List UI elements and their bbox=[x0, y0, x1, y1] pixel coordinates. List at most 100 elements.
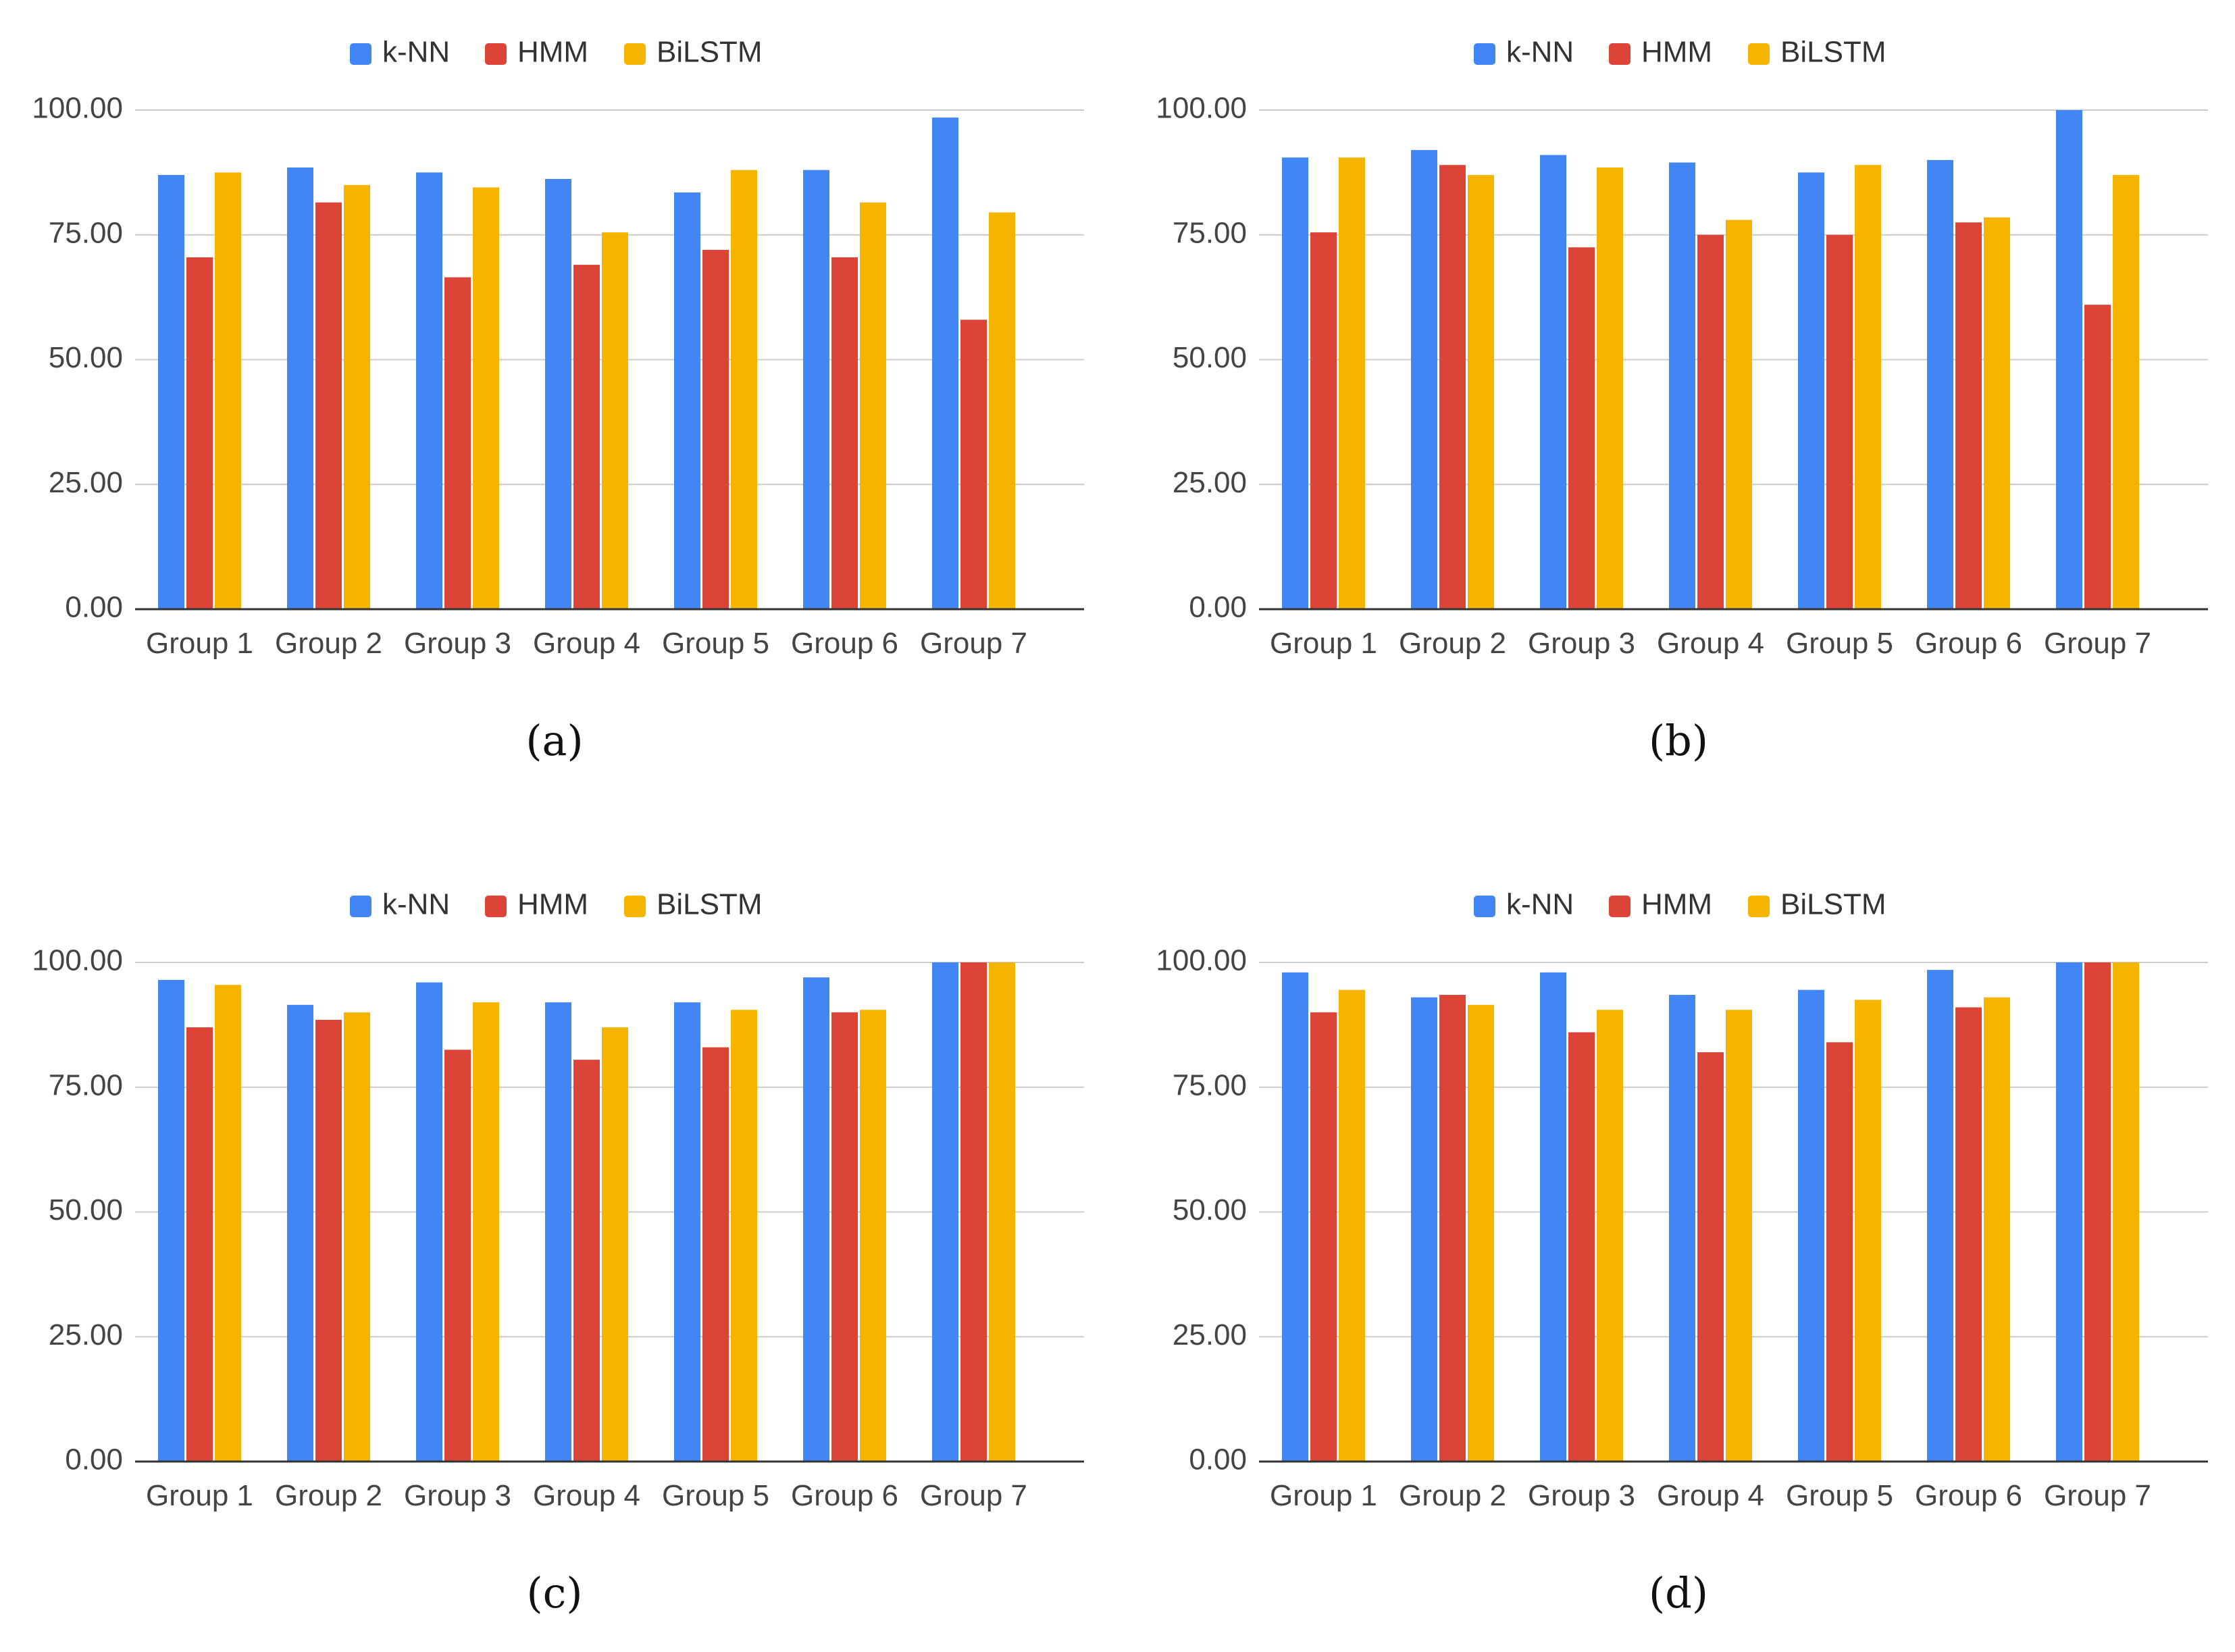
bar-hmm-group-6 bbox=[1955, 222, 1982, 609]
x-tick-label: Group 3 bbox=[1528, 627, 1635, 660]
bar-hmm-group-2 bbox=[1439, 995, 1466, 1462]
legend-label: HMM bbox=[1641, 36, 1712, 69]
bar-hmm-group-1 bbox=[1310, 232, 1337, 609]
legend-swatch-knn bbox=[1474, 896, 1495, 917]
bar-knn-group-5 bbox=[674, 192, 700, 609]
x-tick-label: Group 5 bbox=[662, 627, 769, 660]
bar-knn-group-3 bbox=[416, 172, 442, 609]
legend-label: k-NN bbox=[382, 36, 450, 69]
y-tick-label: 50.00 bbox=[49, 341, 123, 374]
bar-hmm-group-6 bbox=[831, 257, 858, 609]
bar-knn-group-3 bbox=[416, 982, 442, 1462]
bar-hmm-group-6 bbox=[831, 1012, 858, 1462]
legend-label: BiLSTM bbox=[657, 36, 762, 69]
bar-bilstm-group-4 bbox=[602, 232, 628, 609]
bar-hmm-group-4 bbox=[573, 1060, 600, 1462]
legend-label: HMM bbox=[517, 36, 588, 69]
bar-knn-group-7 bbox=[932, 118, 958, 609]
bar-hmm-group-7 bbox=[2084, 962, 2111, 1462]
x-tick-label: Group 3 bbox=[404, 1479, 511, 1512]
bar-knn-group-4 bbox=[1669, 162, 1695, 610]
bar-bilstm-group-5 bbox=[731, 1010, 757, 1462]
bar-knn-group-1 bbox=[1282, 972, 1308, 1462]
bar-knn-group-2 bbox=[1411, 997, 1437, 1462]
x-tick-label: Group 7 bbox=[920, 627, 1027, 660]
y-tick-label: 25.00 bbox=[49, 466, 123, 499]
bar-bilstm-group-4 bbox=[1726, 1010, 1752, 1462]
chart-panel-1: 0.00 25.00 50.00 75.00 100.00 Group 1 Group 2 G… bbox=[32, 36, 1084, 765]
bar-knn-group-1 bbox=[1282, 157, 1308, 609]
bar-knn-group-7 bbox=[932, 962, 958, 1462]
legend-swatch-hmm bbox=[1609, 43, 1630, 65]
bar-bilstm-group-2 bbox=[344, 1012, 370, 1462]
x-tick-label: Group 5 bbox=[1786, 1479, 1893, 1512]
legend-swatch-bilstm bbox=[624, 896, 646, 917]
x-tick-label: Group 5 bbox=[1786, 627, 1893, 660]
bar-bilstm-group-7 bbox=[989, 962, 1015, 1462]
x-tick-label: Group 4 bbox=[533, 627, 640, 660]
legend-swatch-hmm bbox=[1609, 896, 1630, 917]
legend-label: HMM bbox=[1641, 888, 1712, 921]
y-tick-label: 75.00 bbox=[1173, 216, 1247, 249]
bar-bilstm-group-2 bbox=[344, 184, 370, 610]
x-tick-label: Group 1 bbox=[1270, 627, 1377, 660]
bar-knn-group-4 bbox=[1669, 995, 1695, 1462]
panel-caption: (b) bbox=[1649, 716, 1708, 765]
x-tick-label: Group 2 bbox=[275, 627, 382, 660]
chart-panel-4: 0.00 25.00 50.00 75.00 100.00 Group 1 Group 2 G… bbox=[1156, 888, 2208, 1618]
bar-hmm-group-3 bbox=[444, 277, 471, 609]
legend-label: HMM bbox=[517, 888, 588, 921]
legend-swatch-bilstm bbox=[1748, 896, 1770, 917]
bar-knn-group-6 bbox=[1927, 970, 1953, 1462]
bar-hmm-group-2 bbox=[315, 1019, 342, 1462]
bar-hmm-group-6 bbox=[1955, 1007, 1982, 1462]
bar-hmm-group-1 bbox=[1310, 1012, 1337, 1462]
x-tick-label: Group 4 bbox=[1657, 627, 1764, 660]
bar-bilstm-group-1 bbox=[1339, 989, 1365, 1462]
y-tick-label: 25.00 bbox=[49, 1318, 123, 1351]
legend-label: BiLSTM bbox=[657, 888, 762, 921]
legend-swatch-hmm bbox=[485, 43, 507, 65]
bar-knn-group-4 bbox=[545, 1002, 571, 1462]
y-tick-label: 0.00 bbox=[1189, 591, 1247, 624]
y-tick-label: 0.00 bbox=[1189, 1443, 1247, 1476]
bar-hmm-group-5 bbox=[702, 249, 729, 609]
bar-knn-group-6 bbox=[803, 170, 829, 609]
bar-knn-group-2 bbox=[287, 1004, 313, 1462]
bar-knn-group-5 bbox=[1798, 989, 1824, 1462]
bar-knn-group-5 bbox=[1798, 172, 1824, 609]
bar-bilstm-group-7 bbox=[989, 212, 1015, 609]
x-tick-label: Group 1 bbox=[1270, 1479, 1377, 1512]
bar-hmm-group-2 bbox=[315, 202, 342, 610]
bar-hmm-group-2 bbox=[1439, 165, 1466, 610]
y-tick-label: 100.00 bbox=[32, 944, 123, 977]
bar-bilstm-group-5 bbox=[1855, 1000, 1881, 1462]
bar-bilstm-group-4 bbox=[1726, 220, 1752, 610]
bar-bilstm-group-6 bbox=[1984, 997, 2010, 1462]
x-tick-label: Group 2 bbox=[275, 1479, 382, 1512]
panel-caption: (c) bbox=[526, 1568, 582, 1618]
bar-bilstm-group-1 bbox=[215, 985, 241, 1462]
y-tick-label: 50.00 bbox=[1173, 1193, 1247, 1227]
x-tick-label: Group 3 bbox=[1528, 1479, 1635, 1512]
chart-panel-2: 0.00 25.00 50.00 75.00 100.00 Group 1 Group 2 G… bbox=[1156, 36, 2208, 765]
x-tick-label: Group 7 bbox=[2044, 1479, 2151, 1512]
bar-knn-group-6 bbox=[1927, 159, 1953, 609]
y-tick-label: 25.00 bbox=[1173, 1318, 1247, 1351]
bar-hmm-group-7 bbox=[2084, 305, 2111, 609]
bar-bilstm-group-1 bbox=[1339, 157, 1365, 609]
x-tick-label: Group 1 bbox=[146, 1479, 253, 1512]
bar-hmm-group-5 bbox=[1826, 1042, 1853, 1462]
bar-hmm-group-3 bbox=[444, 1050, 471, 1462]
x-tick-label: Group 6 bbox=[1915, 1479, 2022, 1512]
bar-bilstm-group-7 bbox=[2113, 175, 2139, 609]
bar-bilstm-group-5 bbox=[731, 170, 757, 609]
bar-bilstm-group-2 bbox=[1468, 1004, 1494, 1462]
legend-label: k-NN bbox=[1506, 36, 1574, 69]
bar-knn-group-5 bbox=[674, 1002, 700, 1462]
y-tick-label: 50.00 bbox=[1173, 341, 1247, 374]
bar-bilstm-group-6 bbox=[860, 202, 886, 610]
x-tick-label: Group 7 bbox=[2044, 627, 2151, 660]
x-tick-label: Group 2 bbox=[1399, 627, 1506, 660]
